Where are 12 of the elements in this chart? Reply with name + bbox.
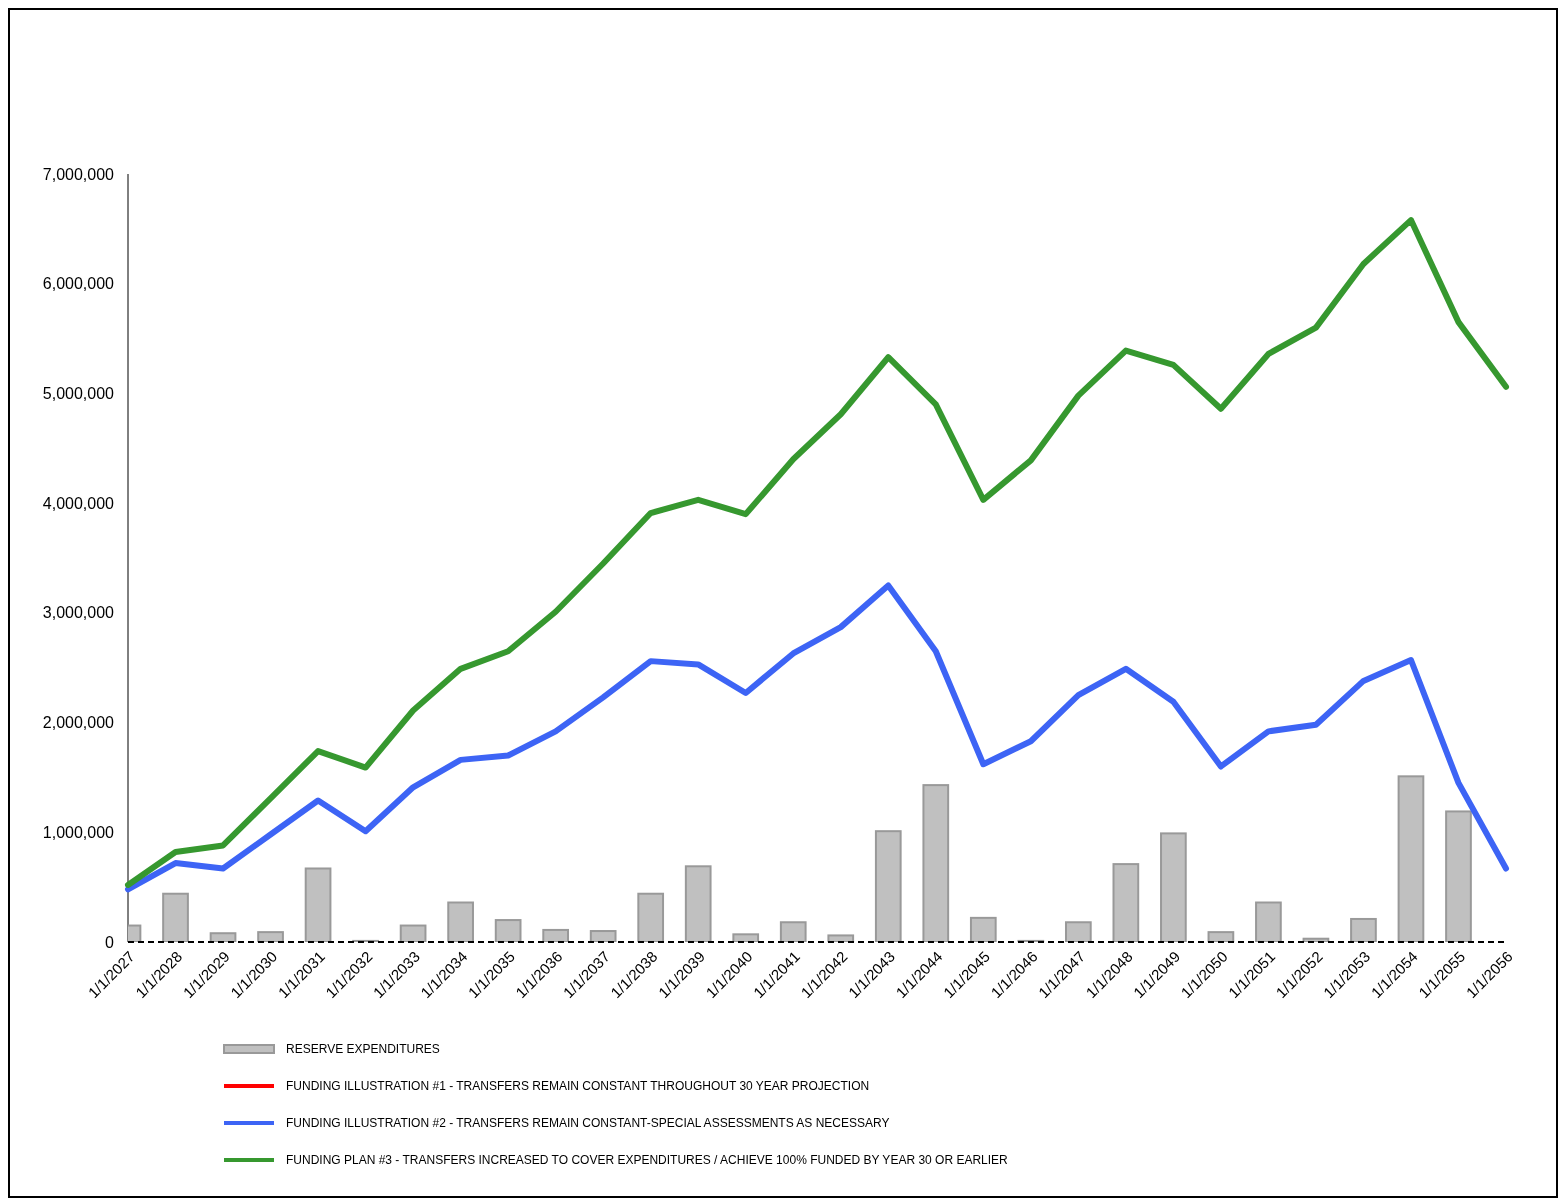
- legend-label: FUNDING ILLUSTRATION #1 - TRANSFERS REMAIN CONSTANT THROUGHOUT 30 YEAR PROJECTION: [286, 1079, 870, 1094]
- y-tick-label: 5,000,000: [42, 385, 115, 403]
- legend-label: FUNDING ILLUSTRATION #2 - TRANSFERS REMAIN CONSTANT-SPECIAL ASSESSMENTS AS NECESSARY: [286, 1116, 890, 1131]
- y-tick-label: 4,000,000: [42, 494, 115, 512]
- legend-label: FUNDING PLAN #3 - TRANSFERS INCREASED TO COVER EXPENDITURES / ACHIEVE 100% FUNDED BY YEAR 30 OR EARLIER: [286, 1153, 1009, 1168]
- y-tick-label: 0: [105, 933, 115, 951]
- y-tick-label: 6,000,000: [42, 275, 115, 293]
- y-tick-label: 2,000,000: [42, 714, 115, 732]
- y-tick-label: 3,000,000: [42, 604, 115, 622]
- y-tick-label: 7,000,000: [42, 165, 115, 183]
- legend-label: RESERVE EXPENDITURES: [286, 1042, 440, 1057]
- y-tick-label: 1,000,000: [42, 823, 115, 841]
